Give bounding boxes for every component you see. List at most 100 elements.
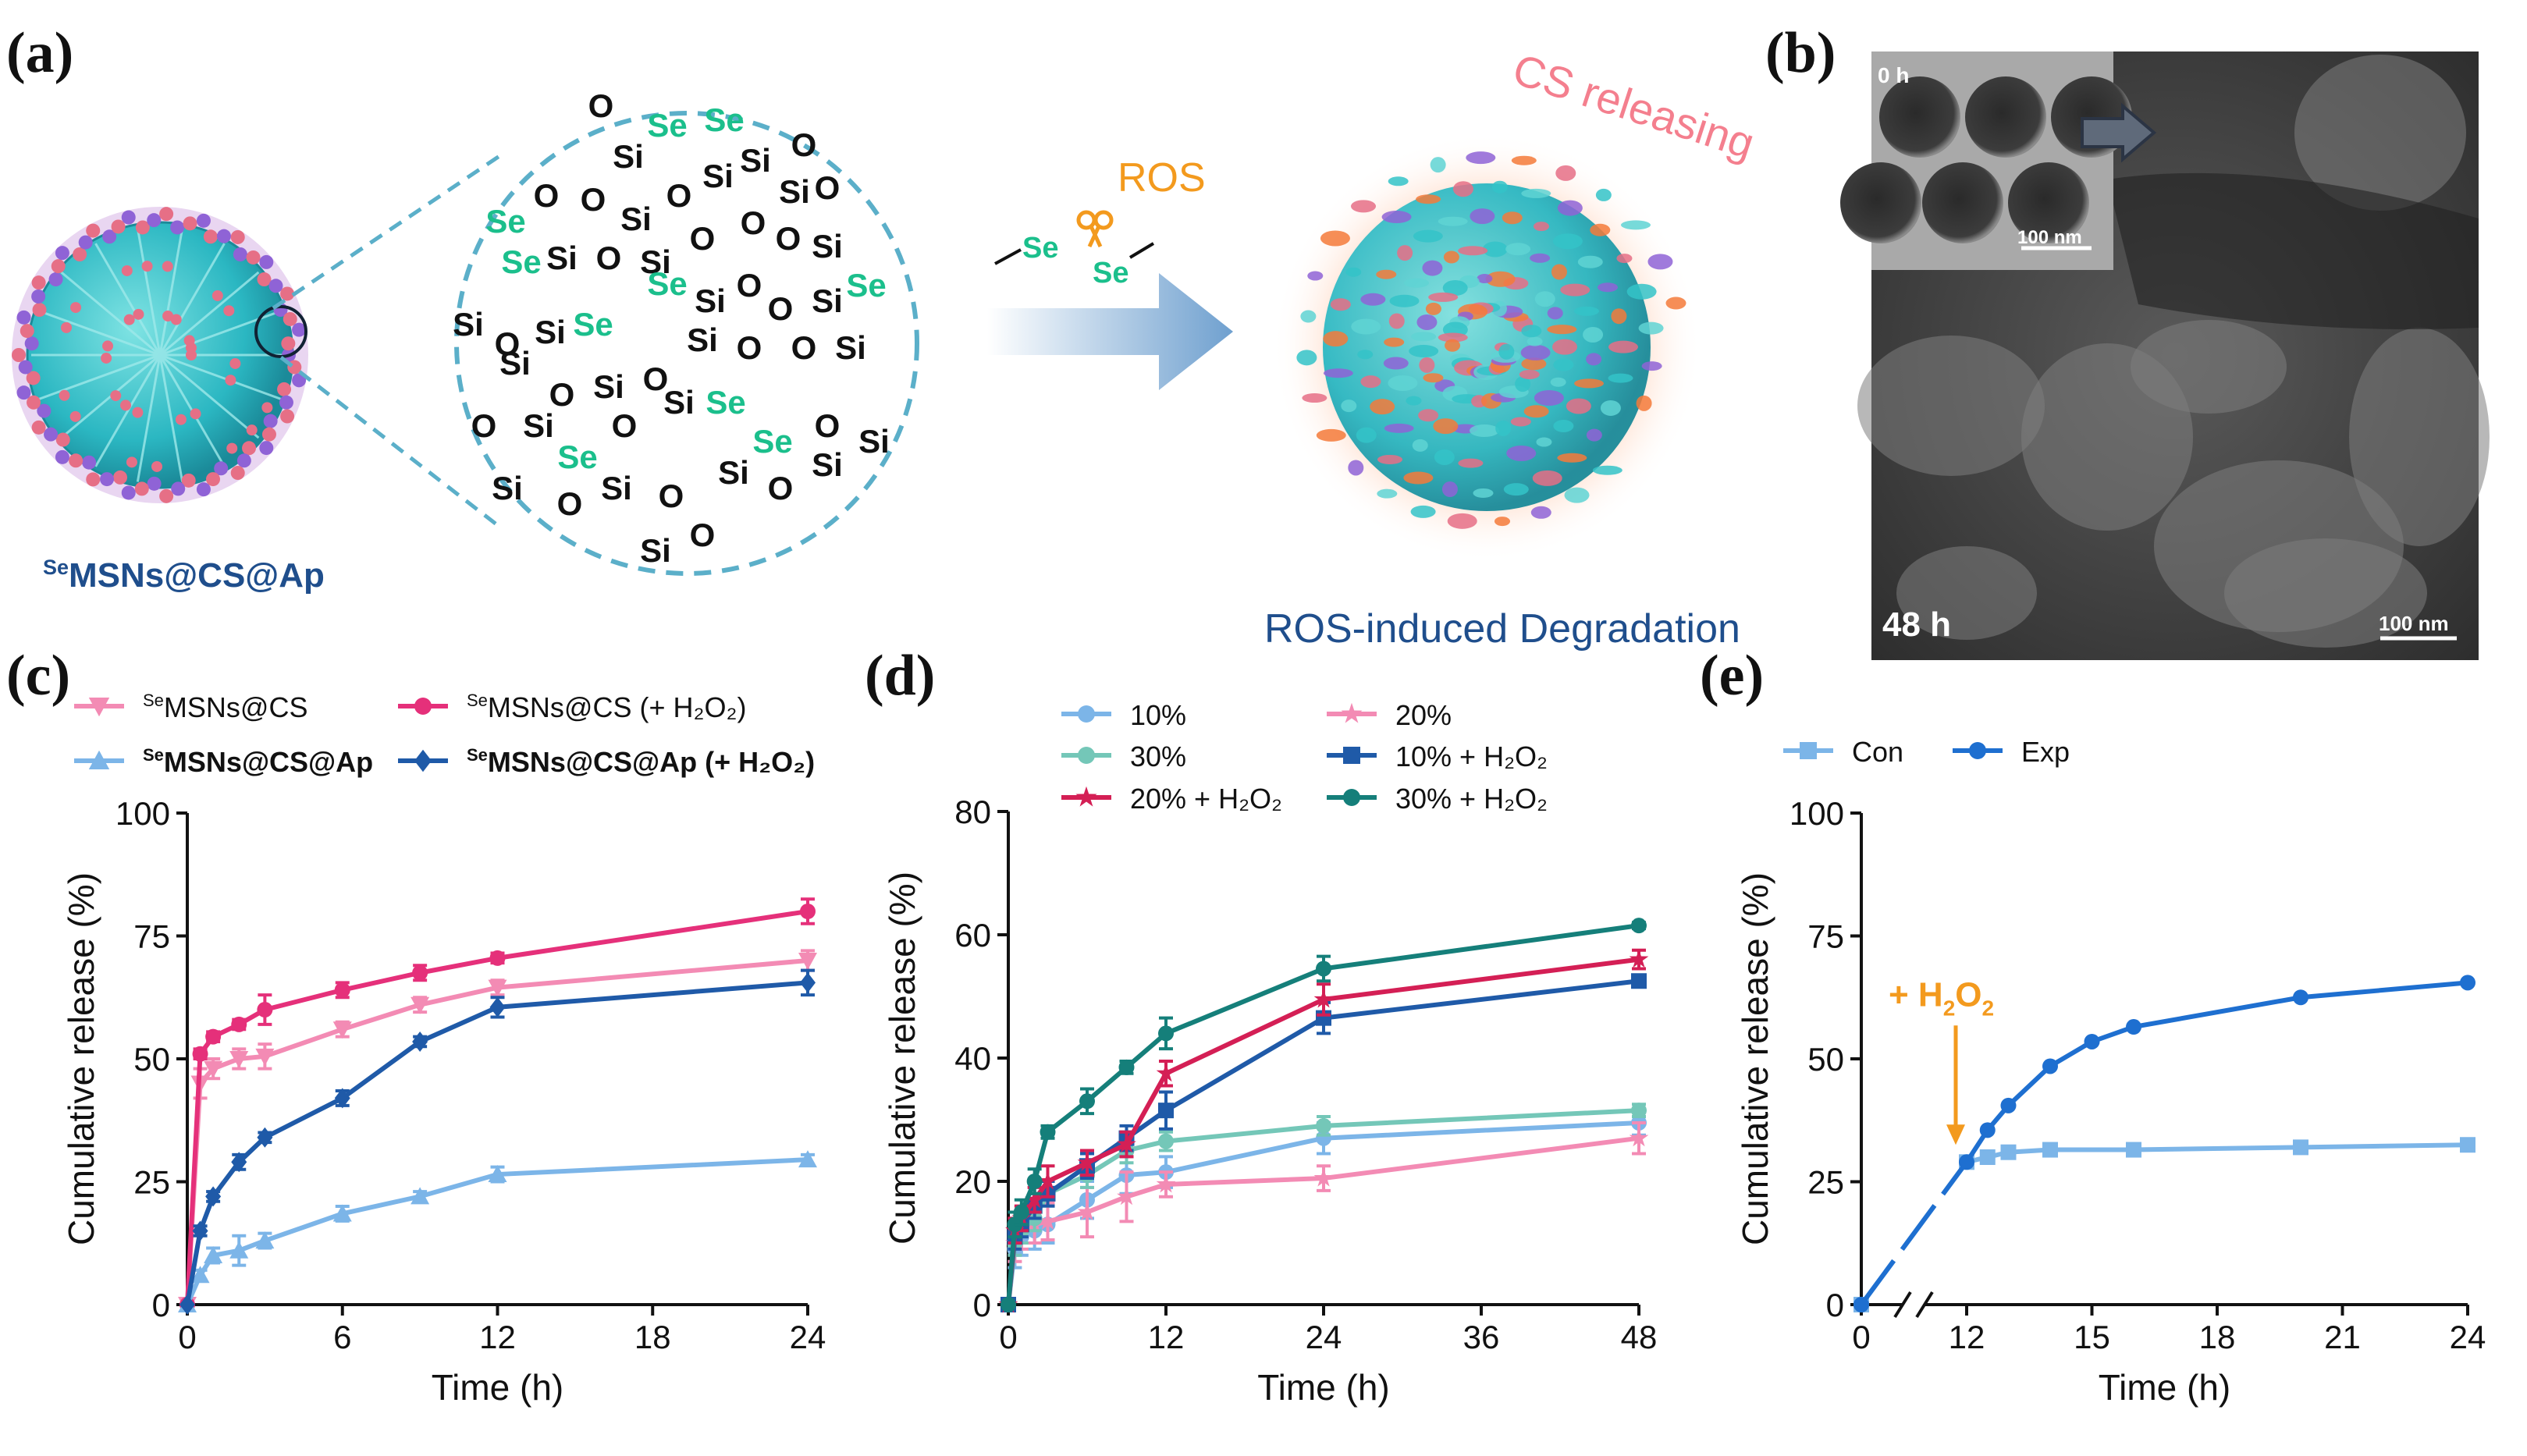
- data-point: [229, 1241, 249, 1259]
- series-0: [1000, 1109, 1647, 1312]
- legend-item: 20%: [1327, 699, 1452, 731]
- o-atom: O: [768, 290, 794, 327]
- data-point: [1313, 1168, 1334, 1187]
- data-point: [1013, 1204, 1029, 1220]
- data-point: [179, 1294, 195, 1315]
- data-point: [1313, 989, 1334, 1008]
- o-atom: O: [776, 220, 801, 257]
- data-point: [1117, 1186, 1136, 1206]
- series-0: [1853, 1137, 2475, 1312]
- axes: 0 25 50 75 100 0 6 12 18 24 Time (h) Cumulative rel…: [61, 795, 826, 1408]
- data-point: [205, 1028, 222, 1045]
- o-atom: O: [643, 360, 669, 397]
- data-point: [204, 1060, 223, 1078]
- data-point: [1077, 1202, 1097, 1221]
- legend-label: 30% + H₂O₂: [1395, 783, 1548, 815]
- se-atom: Se: [573, 306, 613, 343]
- data-point: [1316, 961, 1331, 977]
- ros-label: ROS: [1118, 155, 1206, 201]
- data-point: [1038, 1211, 1057, 1230]
- o-atom: O: [741, 204, 766, 241]
- si-atom: Si: [535, 314, 566, 350]
- legend-marker: [88, 750, 110, 769]
- si-atom: Si: [546, 240, 578, 276]
- panel-d-label: (d): [865, 644, 935, 708]
- o-atom: O: [815, 407, 841, 444]
- legend-item: SeMSNs@CS@Ap: [74, 745, 373, 778]
- data-point: [332, 1021, 352, 1039]
- si-atom: Si: [453, 306, 484, 343]
- legend-item: 30%: [1061, 740, 1186, 772]
- legend-marker: [1343, 789, 1360, 806]
- data-point: [1117, 1134, 1136, 1153]
- o-atom: O: [495, 325, 521, 362]
- y-tick-label: 80: [954, 794, 991, 830]
- legend-item: SeMSNs@CS@Ap (+ H₂O₂): [398, 745, 815, 778]
- series-3: [179, 968, 816, 1315]
- y-tick-label: 25: [1807, 1164, 1844, 1201]
- o-atom: O: [581, 181, 606, 218]
- data-point: [1631, 918, 1647, 934]
- x-axis-label: Time (h): [1257, 1367, 1390, 1408]
- legend-label: Con: [1852, 736, 1903, 768]
- legend-item: SeMSNs@CS: [74, 691, 307, 723]
- legend-item: 10%: [1061, 699, 1186, 731]
- panel-c: (c) 0 25 50 75 100 0 6 12 18 24 Time (h) Cumulative…: [6, 644, 826, 1408]
- o-atom: O: [471, 407, 497, 444]
- se-se-cleavage-icon: Se Se: [994, 210, 1155, 289]
- x-tick-label: 0: [1852, 1319, 1870, 1355]
- series-line-segment: [1859, 1160, 1969, 1306]
- data-point: [489, 996, 506, 1017]
- y-tick-label: 0: [152, 1287, 170, 1323]
- degraded-particle: [1272, 133, 1701, 562]
- o-atom: O: [791, 329, 817, 366]
- data-point: [1118, 1059, 1135, 1075]
- x-tick-label: 12: [1148, 1319, 1185, 1355]
- data-point: [1853, 1297, 1869, 1312]
- legend-item: Exp: [1953, 736, 2070, 768]
- se-atom: Se: [501, 243, 541, 280]
- data-point: [1025, 1189, 1045, 1209]
- data-point: [411, 996, 430, 1014]
- si-atom: Si: [601, 470, 632, 506]
- x-tick-label: 18: [634, 1319, 671, 1355]
- data-point: [1316, 1117, 1331, 1134]
- legend-item: 10% + H₂O₂: [1327, 740, 1548, 772]
- data-point: [2000, 1097, 2017, 1113]
- x-tick-label: 24: [790, 1319, 826, 1355]
- data-point: [2084, 1033, 2100, 1049]
- si-atom: Si: [640, 532, 671, 569]
- legend-marker: [1078, 705, 1095, 723]
- series-line: [1964, 980, 2468, 1163]
- y-tick-label: 100: [1790, 795, 1844, 832]
- data-point: [1629, 949, 1649, 968]
- si-atom: Si: [613, 138, 644, 175]
- data-point: [1079, 1093, 1095, 1110]
- data-point: [1158, 1133, 1174, 1149]
- o-atom: O: [596, 240, 622, 276]
- data-point: [488, 1165, 507, 1183]
- data-point: [1979, 1122, 1996, 1138]
- o-atom: O: [612, 407, 638, 444]
- o-atom: O: [557, 485, 583, 522]
- legend-item: Con: [1783, 736, 1903, 768]
- x-tick-label: 21: [2324, 1319, 2361, 1355]
- y-tick-label: 50: [1807, 1041, 1844, 1078]
- se-atom: Se: [485, 203, 525, 240]
- legend-marker: [1075, 786, 1097, 807]
- data-point: [2293, 989, 2308, 1006]
- y-tick-label: 20: [954, 1163, 991, 1200]
- data-point: [1077, 1152, 1097, 1171]
- x-axis-label: Time (h): [432, 1367, 564, 1408]
- data-point: [489, 950, 506, 966]
- legend-label: 20% + H₂O₂: [1130, 783, 1282, 815]
- chart-c: 0 25 50 75 100 0 6 12 18 24 Time (h) Cumulative rel…: [61, 691, 826, 1408]
- reaction-arrow: [987, 273, 1233, 390]
- se-atom: Se: [647, 265, 687, 302]
- chart-e: 0 25 50 75 100 0 12 15 18 21 24 Time (h) Cumulative …: [1735, 736, 2486, 1408]
- si-atom: Si: [858, 423, 890, 460]
- se-atom: Se: [557, 439, 597, 475]
- legend-marker: [1343, 747, 1360, 764]
- data-point: [1158, 1103, 1174, 1119]
